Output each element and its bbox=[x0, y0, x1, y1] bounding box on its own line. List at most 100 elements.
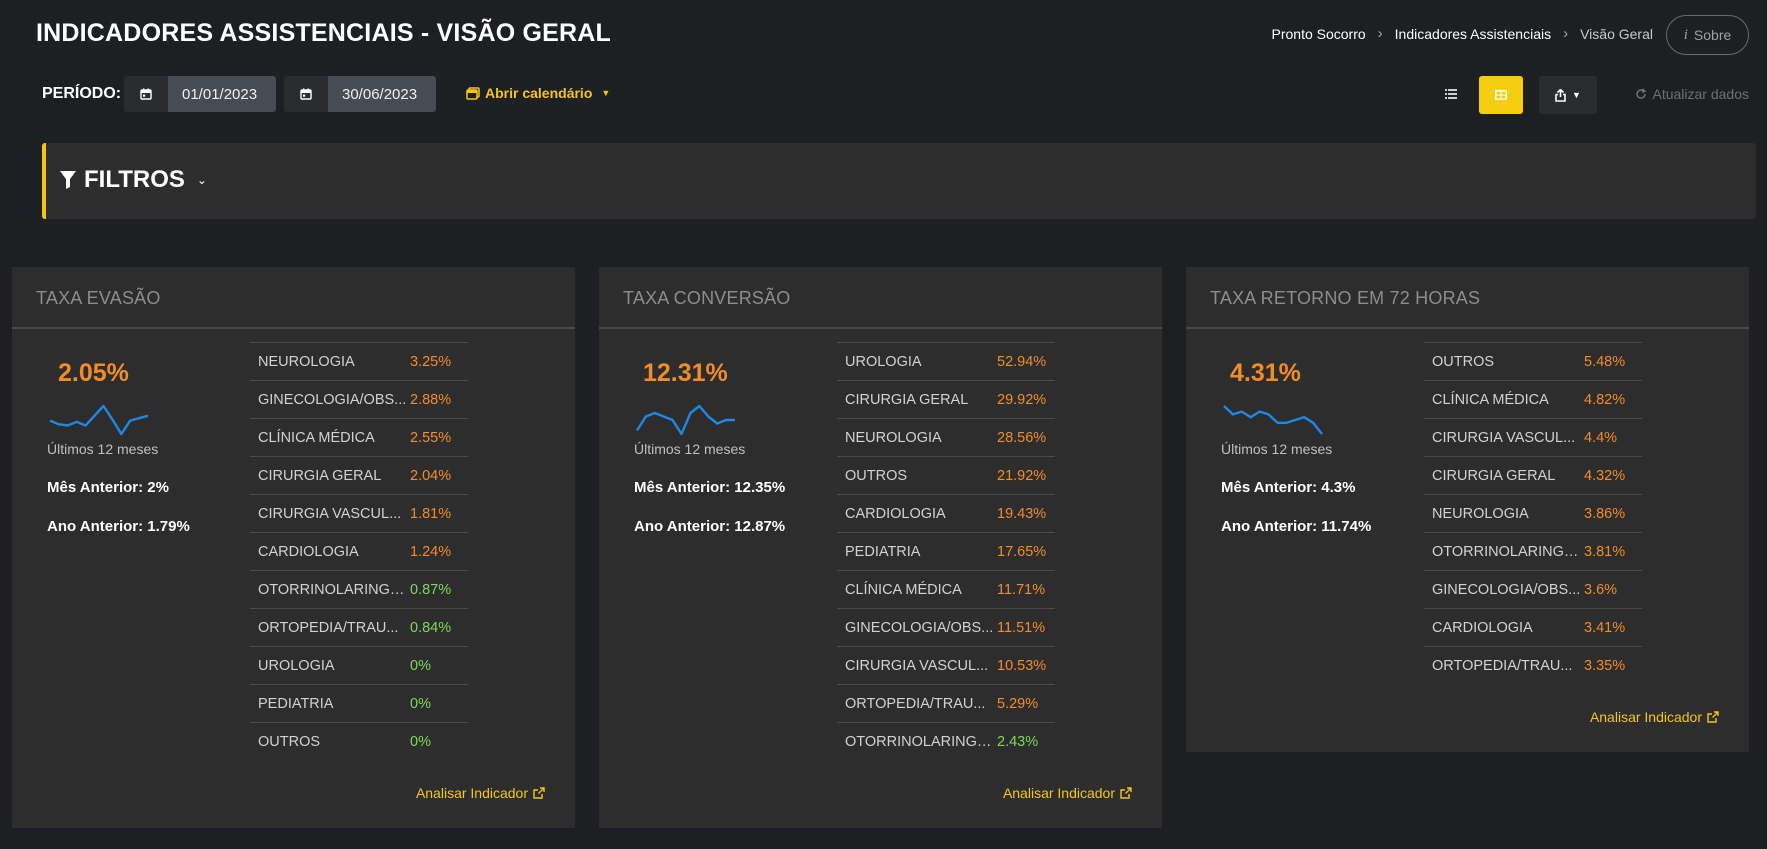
table-row: CARDIOLOGIA 3.41% bbox=[1424, 608, 1642, 647]
table-row: CARDIOLOGIA 19.43% bbox=[837, 494, 1055, 533]
table-row: CIRURGIA VASCUL... 10.53% bbox=[837, 646, 1055, 685]
specialty-name: ORTOPEDIA/TRAU... bbox=[250, 608, 410, 647]
end-date-group bbox=[284, 76, 436, 112]
info-icon: i bbox=[1683, 26, 1688, 43]
filters-header: FILTROS ⌄ bbox=[60, 166, 207, 194]
specialty-name: GINECOLOGIA/OBS... bbox=[837, 608, 997, 647]
indicator-card-conversao: TAXA CONVERSÃO 12.31% Últimos 12 meses M… bbox=[599, 267, 1162, 828]
export-button[interactable]: ▼ bbox=[1539, 76, 1597, 114]
indicator-value: 12.31% bbox=[643, 359, 728, 387]
specialty-name: UROLOGIA bbox=[837, 342, 997, 381]
specialty-value: 5.48% bbox=[1584, 342, 1642, 381]
specialty-value: 0.84% bbox=[410, 608, 468, 647]
specialty-value: 3.35% bbox=[1584, 646, 1642, 685]
specialty-value: 0% bbox=[410, 646, 468, 685]
table-row: CIRURGIA GERAL 29.92% bbox=[837, 380, 1055, 419]
specialty-name: ORTOPEDIA/TRAU... bbox=[1424, 646, 1584, 685]
previous-month: Mês Anterior: 12.35% bbox=[634, 479, 786, 496]
start-date-input[interactable] bbox=[168, 76, 276, 112]
specialty-value: 0% bbox=[410, 722, 468, 761]
specialty-value: 4.82% bbox=[1584, 380, 1642, 419]
analyze-indicator-link[interactable]: Analisar Indicador bbox=[1590, 709, 1719, 725]
calendar-icon[interactable] bbox=[284, 76, 328, 112]
refresh-label: Atualizar dados bbox=[1652, 86, 1749, 102]
table-row: OUTROS 21.92% bbox=[837, 456, 1055, 495]
previous-month: Mês Anterior: 4.3% bbox=[1221, 479, 1356, 496]
external-link-icon bbox=[533, 787, 545, 799]
specialty-value: 3.86% bbox=[1584, 494, 1642, 533]
previous-year: Ano Anterior: 11.74% bbox=[1221, 518, 1372, 535]
breadcrumb-item-current: Visão Geral bbox=[1580, 26, 1653, 42]
refresh-button[interactable]: Atualizar dados bbox=[1635, 86, 1749, 102]
table-row: UROLOGIA 0% bbox=[250, 646, 468, 685]
sparkline-series bbox=[1223, 405, 1323, 435]
open-calendar-label: Abrir calendário bbox=[485, 85, 593, 101]
specialty-name: OTORRINOLARINGO... bbox=[250, 570, 410, 609]
indicator-card-evasao: TAXA EVASÃO 2.05% Últimos 12 meses Mês A… bbox=[12, 267, 575, 828]
chevron-right-icon: › bbox=[1377, 25, 1383, 42]
filter-icon bbox=[60, 171, 76, 189]
table-row: NEUROLOGIA 28.56% bbox=[837, 418, 1055, 457]
specialty-value: 11.51% bbox=[997, 608, 1055, 647]
filters-label: FILTROS bbox=[84, 166, 185, 193]
caret-down-icon: ▼ bbox=[601, 88, 611, 98]
specialty-value: 19.43% bbox=[997, 494, 1055, 533]
specialty-name: CIRURGIA VASCUL... bbox=[250, 494, 410, 533]
indicator-value: 2.05% bbox=[58, 359, 129, 387]
specialty-name: OUTROS bbox=[837, 456, 997, 495]
card-title: TAXA RETORNO EM 72 HORAS bbox=[1186, 267, 1749, 329]
analyze-indicator-link[interactable]: Analisar Indicador bbox=[416, 785, 545, 801]
specialty-value: 3.6% bbox=[1584, 570, 1642, 609]
specialty-name: CLÍNICA MÉDICA bbox=[837, 570, 997, 609]
table-row: OTORRINOLARINGO... 2.43% bbox=[837, 722, 1055, 761]
card-title: TAXA CONVERSÃO bbox=[599, 267, 1162, 329]
table-row: GINECOLOGIA/OBS... 11.51% bbox=[837, 608, 1055, 647]
calendar-icon[interactable] bbox=[124, 76, 168, 112]
specialty-value: 3.81% bbox=[1584, 532, 1642, 571]
specialty-table: OUTROS 5.48% CLÍNICA MÉDICA 4.82% CIRURGIA V… bbox=[1424, 342, 1642, 685]
table-row: PEDIATRIA 17.65% bbox=[837, 532, 1055, 571]
analyze-label: Analisar Indicador bbox=[1002, 785, 1115, 801]
filters-panel[interactable]: FILTROS ⌄ bbox=[42, 143, 1756, 219]
analyze-label: Analisar Indicador bbox=[1589, 709, 1702, 725]
specialty-name: UROLOGIA bbox=[250, 646, 410, 685]
specialty-name: PEDIATRIA bbox=[837, 532, 997, 571]
page-title: INDICADORES ASSISTENCIAIS - VISÃO GERAL bbox=[36, 19, 611, 47]
table-row: CARDIOLOGIA 1.24% bbox=[250, 532, 468, 571]
specialty-value: 4.32% bbox=[1584, 456, 1642, 495]
toolbar: PERÍODO: Abrir calendário ▼ ▼ Atualizar … bbox=[42, 76, 1749, 114]
table-row: ORTOPEDIA/TRAU... 3.35% bbox=[1424, 646, 1642, 685]
indicator-value: 4.31% bbox=[1230, 359, 1301, 387]
table-row: OTORRINOLARINGO... 3.81% bbox=[1424, 532, 1642, 571]
specialty-value: 11.71% bbox=[997, 570, 1055, 609]
specialty-name: GINECOLOGIA/OBS... bbox=[1424, 570, 1584, 609]
open-calendar-button[interactable]: Abrir calendário ▼ bbox=[466, 85, 610, 101]
about-label: Sobre bbox=[1693, 27, 1732, 43]
specialty-value: 2.88% bbox=[410, 380, 468, 419]
about-button[interactable]: i Sobre bbox=[1666, 15, 1749, 55]
specialty-name: OTORRINOLARINGO... bbox=[837, 722, 997, 761]
list-view-button[interactable] bbox=[1433, 76, 1469, 112]
specialty-value: 2.55% bbox=[410, 418, 468, 457]
sparkline-series bbox=[635, 404, 735, 436]
specialty-name: CIRURGIA VASCUL... bbox=[1424, 418, 1584, 457]
end-date-input[interactable] bbox=[328, 76, 436, 112]
external-link-icon bbox=[1120, 787, 1132, 799]
chevron-right-icon: › bbox=[1563, 25, 1569, 42]
sparkline-chart bbox=[635, 404, 735, 436]
grid-view-button[interactable] bbox=[1479, 76, 1523, 114]
specialty-value: 3.25% bbox=[410, 342, 468, 381]
list-icon bbox=[1445, 89, 1457, 99]
specialty-name: CIRURGIA GERAL bbox=[837, 380, 997, 419]
table-row: ORTOPEDIA/TRAU... 5.29% bbox=[837, 684, 1055, 723]
breadcrumb-item-pronto-socorro[interactable]: Pronto Socorro bbox=[1271, 26, 1366, 42]
specialty-value: 52.94% bbox=[997, 342, 1055, 381]
analyze-indicator-link[interactable]: Analisar Indicador bbox=[1003, 785, 1132, 801]
specialty-value: 10.53% bbox=[997, 646, 1055, 685]
specialty-value: 29.92% bbox=[997, 380, 1055, 419]
previous-year: Ano Anterior: 12.87% bbox=[634, 518, 786, 535]
table-row: GINECOLOGIA/OBS... 3.6% bbox=[1424, 570, 1642, 609]
specialty-name: NEUROLOGIA bbox=[1424, 494, 1584, 533]
specialty-name: CIRURGIA VASCUL... bbox=[837, 646, 997, 685]
breadcrumb-item-indicadores[interactable]: Indicadores Assistenciais bbox=[1394, 26, 1552, 42]
